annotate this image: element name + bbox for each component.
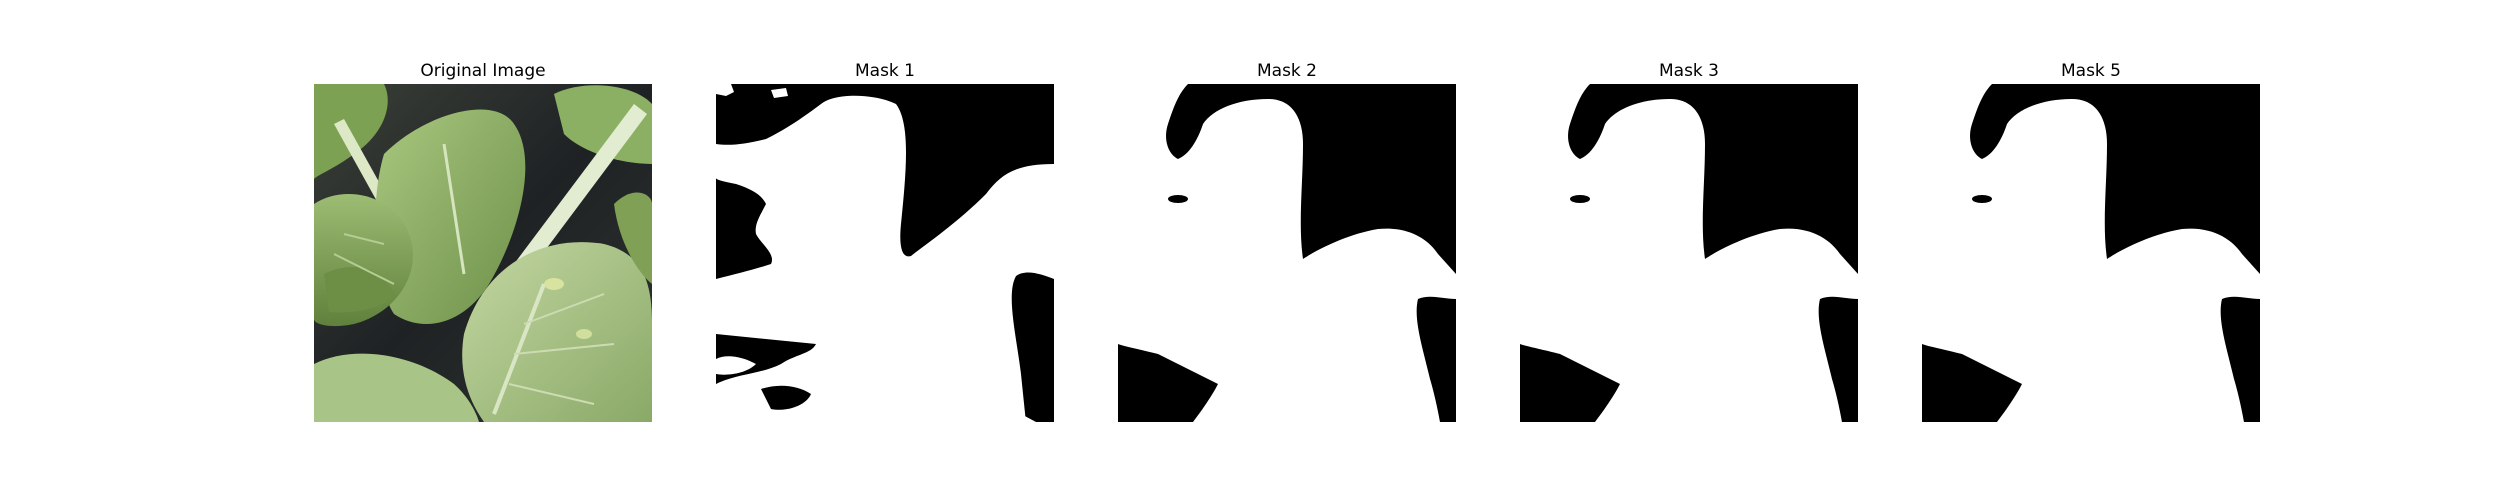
- panel-title-mask-1: Mask 1: [854, 61, 915, 81]
- mask-5: [1922, 84, 2260, 422]
- panel-title-original-image: Original Image: [420, 61, 546, 81]
- mask-2-image: [1118, 84, 1456, 422]
- mask-5-image: [1922, 84, 2260, 422]
- mask-3-image: [1520, 84, 1858, 422]
- panel-title-mask-2: Mask 2: [1256, 61, 1317, 81]
- mask-1: [716, 84, 1054, 422]
- original-image: [314, 84, 652, 422]
- mask-3: [1520, 84, 1858, 422]
- leaf-photo: [314, 84, 652, 422]
- mask-2: [1118, 84, 1456, 422]
- panel-title-mask-3: Mask 3: [1658, 61, 1719, 81]
- panel-title-mask-5: Mask 5: [2060, 61, 2121, 81]
- mask-1-image: [716, 84, 1054, 422]
